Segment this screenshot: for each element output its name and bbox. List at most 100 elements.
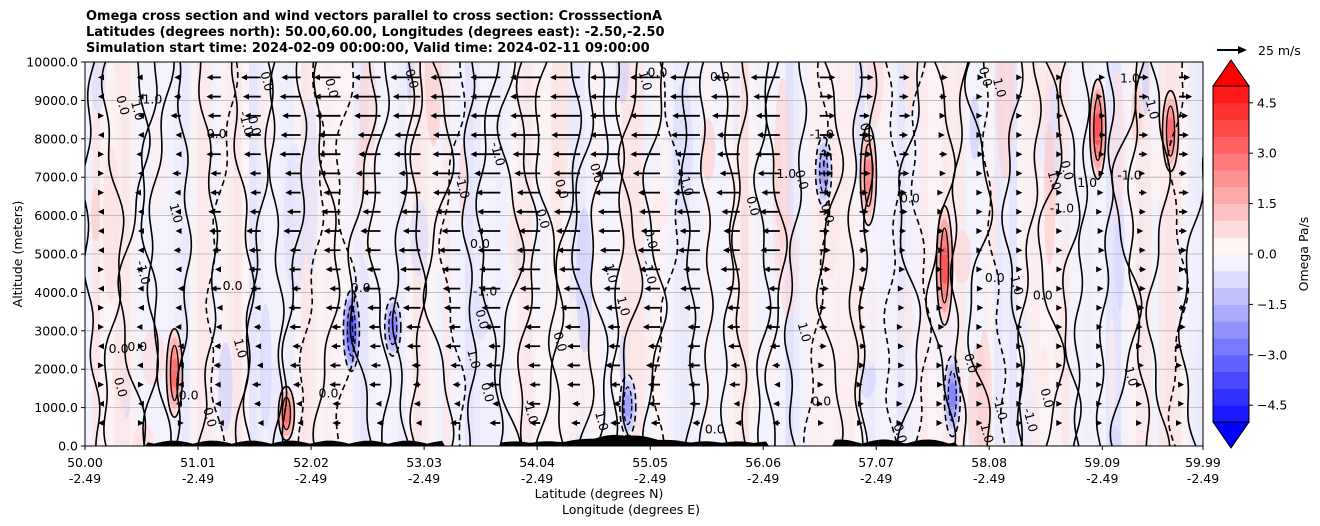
contour-label: 1.0 — [1120, 70, 1140, 85]
wind-vector-head — [976, 343, 983, 350]
wind-vector-head — [976, 247, 983, 254]
wind-vector-head — [817, 381, 824, 388]
wind-vector-head — [136, 266, 143, 273]
feature-contour — [859, 124, 878, 227]
wind-vector-head — [902, 132, 909, 138]
wind-vector-head — [450, 362, 457, 369]
wind-vector-head — [176, 400, 182, 407]
wind-vector-head — [679, 228, 686, 234]
wind-vector-head — [936, 266, 943, 273]
wind-vector-head — [1096, 362, 1103, 369]
contour-line — [719, 62, 736, 446]
contour-label: 1.0 — [977, 422, 997, 445]
wind-vector-head — [1016, 420, 1023, 426]
wind-vector-head — [941, 151, 948, 158]
wind-vector-head — [976, 285, 983, 292]
field-blob — [344, 120, 353, 265]
wind-vector-head — [716, 189, 723, 196]
wind-vector-head — [442, 285, 449, 292]
wind-vector-head — [206, 93, 213, 100]
wind-vector-head — [98, 93, 104, 100]
y-tick-label: 4000.0 — [34, 285, 78, 300]
y-axis: 0.0 1000.0 2000.0 3000.0 4000.0 5000.0 6000.0 7… — [26, 55, 85, 454]
wind-vector-head — [332, 420, 339, 426]
wind-vector-head — [524, 343, 530, 350]
wind-vector-head — [331, 343, 337, 350]
wind-vector-head — [940, 93, 947, 100]
contour-line — [1073, 62, 1091, 446]
contour-line — [496, 62, 526, 446]
wind-vector-head — [729, 381, 736, 388]
field-blob — [180, 177, 195, 228]
wind-vector-head — [632, 170, 639, 177]
wind-vector-head — [773, 400, 780, 407]
wind-vector-head — [567, 381, 573, 388]
x-tick-label-lon: -2.49 — [747, 471, 779, 486]
wind-vector-head — [939, 170, 946, 177]
wind-vector-head — [1096, 208, 1103, 215]
contour-label: 1.0 — [795, 320, 815, 343]
wind-vector-head — [571, 420, 578, 426]
wind-vector-head — [824, 189, 831, 196]
field-blob — [852, 257, 864, 415]
wind-vector-head — [175, 132, 182, 138]
wind-vector-head — [774, 381, 781, 388]
wind-vector-head — [712, 112, 718, 119]
wind-vector-head — [896, 324, 903, 330]
wind-vector-head — [864, 132, 871, 138]
wind-vector-head — [1016, 266, 1023, 273]
x-tick-label-lon: -2.49 — [295, 471, 327, 486]
wind-vector-head — [282, 112, 289, 119]
contour-label: -1.0 — [521, 398, 542, 425]
wind-vector-head — [1179, 324, 1186, 330]
contour-line — [651, 62, 681, 446]
wind-vector-head — [214, 381, 221, 388]
feature-contour — [342, 289, 361, 372]
colorbar-level — [1213, 170, 1249, 188]
x-tick-label-lon: -2.49 — [634, 471, 666, 486]
wind-vector-head — [210, 189, 217, 196]
contour-label: 1.0 — [166, 201, 186, 224]
wind-vector-head — [137, 208, 144, 215]
contour-line — [783, 62, 808, 446]
wind-vector-head — [630, 151, 637, 158]
x-tick-label-lat: 57.07 — [858, 455, 894, 470]
wind-vector-head — [512, 151, 519, 158]
x-tick-label-lat: 51.01 — [180, 455, 216, 470]
wind-vector-head — [477, 208, 484, 215]
wind-vector-head — [1136, 381, 1143, 388]
contour-label: 0.0 — [648, 65, 668, 80]
contour-label: 0.0 — [473, 308, 493, 331]
wind-vector-head — [820, 304, 827, 311]
wind-vector-head — [325, 304, 332, 311]
wind-vector-head — [1016, 170, 1023, 177]
wind-vector-head — [1056, 208, 1063, 215]
wind-vector-head — [369, 381, 375, 388]
x-tick-label-lat: 55.05 — [632, 455, 668, 470]
wind-vector-head — [900, 189, 907, 196]
wind-vector-head — [325, 266, 332, 273]
colorbar-level — [1213, 220, 1249, 238]
contour-line — [571, 62, 595, 446]
wind-vector-head — [137, 112, 144, 119]
contour-label: -1.0 — [452, 173, 473, 200]
wind-vector-head — [818, 362, 825, 369]
wind-vector-head — [684, 304, 690, 311]
wind-vector-head — [98, 112, 104, 119]
wind-vector-head — [765, 304, 772, 311]
contour-line — [1001, 62, 1026, 446]
contour-label: 0.0 — [223, 278, 243, 293]
field-feature — [948, 382, 957, 410]
wind-vector-head — [898, 304, 905, 311]
wind-vector-head — [1139, 170, 1146, 177]
wind-vector-head — [1139, 112, 1145, 119]
x-tick-label-lon: -2.49 — [1086, 471, 1118, 486]
wind-vector-head — [939, 112, 946, 119]
wind-vector-head — [136, 324, 143, 330]
wind-vector-head — [821, 324, 828, 330]
field-blob — [112, 344, 132, 416]
wind-vector-head — [859, 362, 866, 369]
contour-label: 0.0 — [1037, 386, 1057, 409]
contour-label: 0.0 — [587, 161, 607, 184]
wind-vector-head — [430, 112, 437, 119]
